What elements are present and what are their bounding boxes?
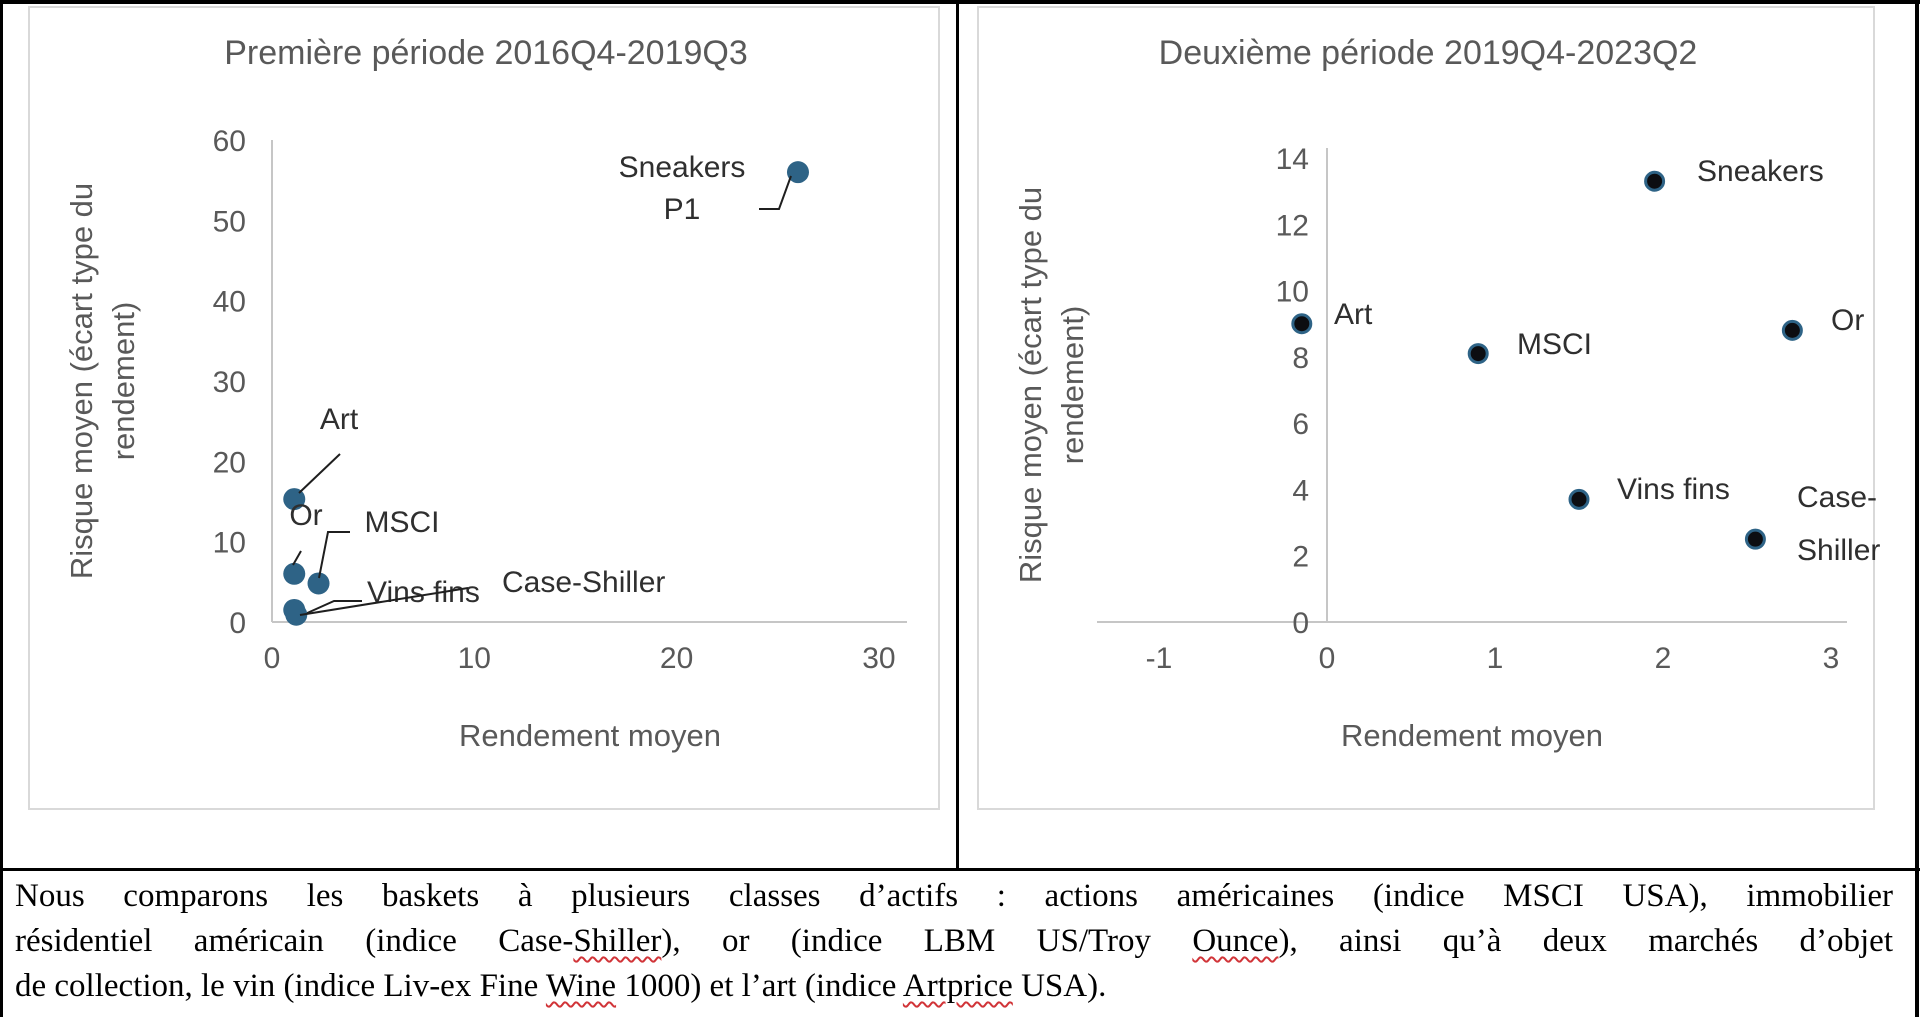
point-label-art: Art: [1334, 298, 1373, 331]
data-point-vins-fins: [1568, 488, 1590, 510]
table-border-right: [1915, 0, 1919, 1017]
data-point-or: [283, 562, 306, 585]
chart-title: Deuxième période 2019Q4-2023Q2: [1159, 34, 1698, 72]
caption-text-run: USA).: [1012, 968, 1107, 1004]
data-point-sneakers: [1644, 170, 1666, 192]
x-tick-label: 3: [1823, 642, 1840, 675]
misspelled-word: Shiller: [573, 923, 662, 959]
x-tick-label: -1: [1146, 642, 1173, 675]
caption-line: de collection, le vin (indice Liv-ex Fin…: [15, 964, 1893, 1009]
point-label-vins-fins: Vins fins: [367, 576, 480, 609]
scatter-chart-first-period: Première période 2016Q4-2019Q3 0 10 20 30 40 5…: [64, 34, 907, 753]
y-tick-label: 50: [213, 205, 246, 238]
point-label-vins-fins: Vins fins: [1617, 473, 1730, 506]
y-tick-label: 6: [1292, 408, 1309, 441]
leader-line-msci: [318, 531, 350, 579]
x-tick-label: 0: [264, 642, 281, 675]
panel-divider: [956, 0, 959, 870]
caption-text-run: de collection, le vin (indice Liv-ex Fin…: [15, 968, 546, 1004]
chart-panel-second-period: Deuxième période 2019Q4-2023Q2 0 2 4 6 8 10 12 1…: [977, 6, 1880, 810]
data-point-sneakers-p1: [786, 161, 809, 184]
y-tick-label: 10: [213, 527, 246, 560]
caption-text-run: ), or (indice LBM US/Troy: [661, 923, 1193, 959]
x-tick-label: 0: [1319, 642, 1336, 675]
point-label-case-shiller: Case-: [1797, 481, 1877, 514]
chart-title: Première période 2016Q4-2019Q3: [224, 34, 748, 72]
leader-line-art: [298, 453, 341, 494]
point-label-sneakers-p1: Sneakers: [619, 151, 746, 184]
figure-caption: Nous comparons les baskets à plusieurs c…: [15, 874, 1893, 1009]
point-label-art: Art: [320, 403, 359, 436]
y-tick-label: 10: [1276, 276, 1309, 309]
table-border-top: [0, 0, 1920, 4]
y-tick-label: 0: [1292, 607, 1309, 640]
y-tick-label: 0: [229, 607, 246, 640]
misspelled-word: Artprice: [902, 968, 1013, 1004]
y-tick-label: 4: [1292, 474, 1309, 507]
x-axis-title: Rendement moyen: [1341, 718, 1603, 753]
misspelled-word: Wine: [545, 968, 617, 1004]
data-point-art: [1291, 313, 1313, 335]
point-label-case-shiller: Case-Shiller: [502, 566, 665, 599]
caption-text-run: ), ainsi qu’à deux marchés d’objet: [1278, 923, 1893, 959]
y-tick-label: 40: [213, 286, 246, 319]
data-point-or: [1781, 319, 1803, 341]
y-tick-label: 60: [213, 125, 246, 158]
x-tick-label: 1: [1487, 642, 1504, 675]
x-tick-label: 20: [660, 642, 693, 675]
y-tick-label: 2: [1292, 541, 1309, 574]
caption-text-run: Nous comparons les baskets à plusieurs c…: [15, 878, 1893, 914]
y-axis-title: rendement): [106, 302, 141, 461]
y-axis-title: Risque moyen (écart type du: [64, 183, 99, 579]
y-axis-title: Risque moyen (écart type du: [1013, 187, 1048, 583]
data-point-case-shiller: [285, 603, 308, 626]
point-label-sneakers: Sneakers: [1697, 155, 1824, 188]
scatter-chart-second-period: Deuxième période 2019Q4-2023Q20246810121…: [1013, 34, 1880, 753]
x-tick-label: 10: [458, 642, 491, 675]
leader-line-vins-fins: [304, 600, 362, 615]
y-tick-label: 12: [1276, 209, 1309, 242]
x-tick-label: 2: [1655, 642, 1672, 675]
data-point-msci: [307, 572, 330, 595]
y-tick-label: 8: [1292, 342, 1309, 375]
leader-line-case-shiller: [299, 587, 469, 616]
y-tick-label: 30: [213, 366, 246, 399]
leader-line-sneakers-p1: [759, 175, 792, 210]
caption-line: Nous comparons les baskets à plusieurs c…: [15, 874, 1893, 919]
caption-border-top: [0, 868, 1920, 871]
point-label-msci: MSCI: [365, 506, 440, 539]
leader-line-or: [292, 550, 302, 566]
caption-line: résidentiel américain (indice Case-Shill…: [15, 919, 1893, 964]
point-label-msci: MSCI: [1517, 328, 1592, 361]
caption-text-run: 1000) et l’art (indice: [616, 968, 903, 1004]
x-tick-label: 30: [862, 642, 895, 675]
point-label-sneakers-p1: P1: [664, 193, 701, 226]
point-label-case-shiller: Shiller: [1797, 534, 1880, 567]
data-point-msci: [1467, 343, 1489, 365]
chart-panel-first-period: Première période 2016Q4-2019Q3 0 10 20 30 40 5…: [28, 6, 940, 810]
caption-text-run: résidentiel américain (indice Case-: [15, 923, 574, 959]
y-tick-label: 14: [1276, 143, 1309, 176]
point-label-or: Or: [289, 499, 322, 532]
table-border-left: [0, 0, 3, 1017]
misspelled-word: Ounce: [1192, 923, 1279, 959]
x-axis-title: Rendement moyen: [459, 718, 721, 753]
y-axis-title: rendement): [1055, 306, 1090, 465]
data-point-case-shiller: [1744, 528, 1766, 550]
y-tick-label: 20: [213, 446, 246, 479]
point-label-or: Or: [1831, 304, 1864, 337]
